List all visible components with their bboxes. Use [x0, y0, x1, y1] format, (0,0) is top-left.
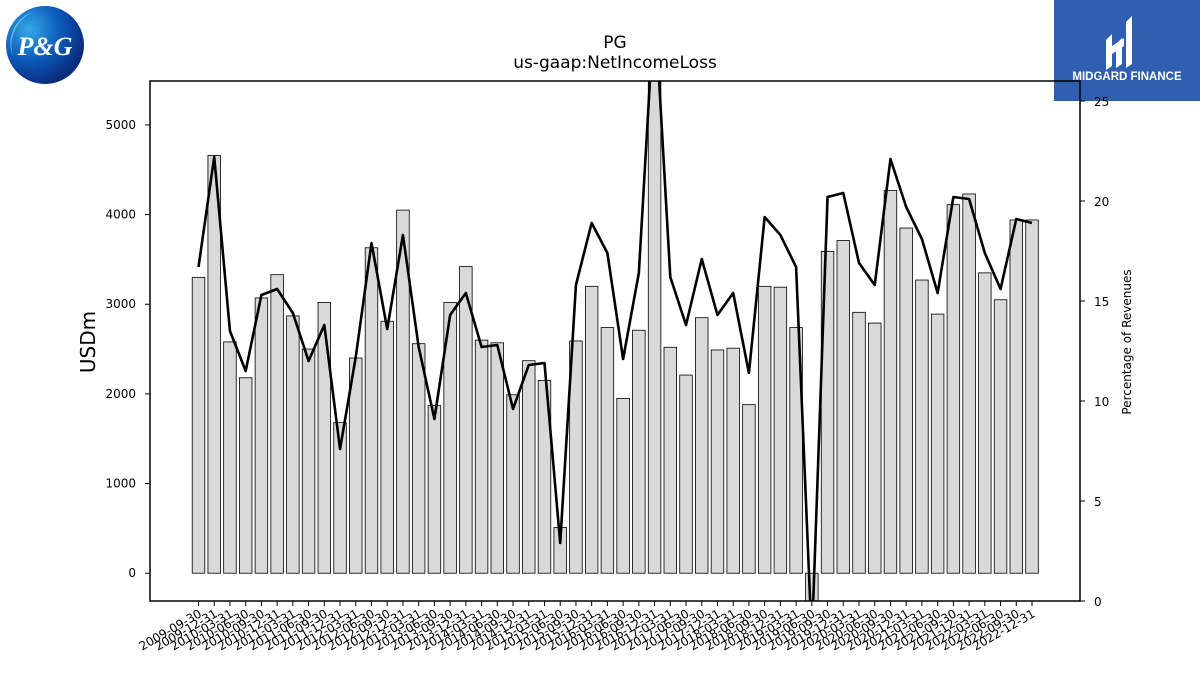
bar-2019-12-31: [836, 240, 850, 574]
bar-2018-09-30: [757, 285, 772, 574]
bar-2017-09-30: [695, 317, 709, 574]
midgard-emblem-icon: [1106, 16, 1132, 70]
bar-2017-03-31: [663, 346, 677, 574]
bar-2012-06-30: [364, 247, 379, 574]
pg-logo: P&G: [5, 5, 85, 85]
bar-2020-03-31: [852, 311, 866, 574]
right-axis: 0 5 10 15 20 25: [1080, 95, 1109, 609]
bars-group: [191, 81, 1039, 601]
bar-2020-06-30: [868, 322, 882, 574]
bar-2009-12-31: [207, 155, 221, 574]
bar-2022-03-31: [978, 272, 992, 574]
bar-2015-12-31: [584, 285, 599, 574]
percentage-line: [197, 81, 1033, 601]
y-tick-label: 1000: [105, 477, 136, 491]
bar-2020-12-31: [899, 227, 913, 574]
bar-2017-06-30: [679, 374, 693, 574]
y2-tick-label: 5: [1094, 495, 1102, 509]
bar-2021-12-31: [962, 193, 976, 574]
bar-2022-12-31: [1025, 219, 1039, 574]
y2-tick-label: 25: [1094, 95, 1109, 109]
bar-2021-03-31: [915, 279, 929, 574]
bar-2012-09-30: [380, 320, 394, 574]
bar-2014-12-31: [522, 360, 536, 574]
bar-2018-06-30: [742, 404, 756, 574]
bar-2022-06-30: [993, 299, 1008, 574]
bar-2010-06-30: [238, 377, 253, 574]
y2-tick-label: 20: [1094, 195, 1109, 209]
bar-2011-06-30: [301, 348, 316, 574]
y-tick-label: 5000: [105, 118, 136, 132]
bar-2015-09-30: [569, 340, 583, 574]
bar-2014-06-30: [490, 342, 504, 574]
x-axis: 2009-09-302009-12-312010-03-312010-06-30…: [137, 601, 1038, 653]
midgard-logo-text: MIDGARD FINANCE: [1072, 71, 1182, 83]
bar-2016-12-31: [647, 81, 662, 574]
midgard-finance-logo: MIDGARD FINANCE: [1054, 0, 1200, 101]
line-group: [197, 81, 1033, 601]
bar-2016-06-30: [616, 397, 630, 574]
bar-2018-03-31: [726, 347, 740, 574]
bar-2013-12-31: [459, 266, 473, 574]
left-axis: 0 1000 2000 3000 4000 5000: [105, 118, 150, 580]
bar-2010-12-31: [270, 274, 284, 574]
bar-2019-03-31: [789, 327, 803, 574]
y-tick-label: 4000: [105, 208, 136, 222]
bar-2016-09-30: [632, 329, 646, 574]
bar-2012-12-31: [396, 209, 410, 574]
bar-2013-03-31: [411, 343, 426, 574]
bar-2019-09-30: [820, 250, 835, 574]
y-tick-label: 3000: [105, 297, 136, 311]
bar-2015-03-31: [537, 380, 552, 574]
bar-2014-09-30: [506, 394, 520, 574]
pg-logo-text: P&G: [17, 32, 73, 61]
bar-2021-06-30: [930, 313, 945, 574]
chart-subtitle: us-gaap:NetIncomeLoss: [513, 53, 717, 73]
chart-title: PG: [603, 33, 626, 53]
bar-2018-12-31: [773, 286, 788, 574]
bar-2021-09-30: [946, 204, 961, 574]
y2-tick-label: 15: [1094, 295, 1109, 309]
bar-2016-03-31: [600, 327, 615, 574]
y2-tick-label: 10: [1094, 395, 1109, 409]
bar-2011-03-31: [286, 315, 300, 574]
bar-2011-12-31: [333, 422, 347, 574]
bar-2010-03-31: [223, 341, 237, 574]
bar-2014-03-31: [474, 339, 489, 574]
bar-2019-06-30: [805, 572, 819, 601]
bar-2013-09-30: [443, 302, 457, 574]
y-tick-label: 2000: [105, 387, 136, 401]
bar-2013-06-30: [427, 405, 442, 574]
bar-2010-09-30: [254, 297, 269, 574]
bar-2022-09-30: [1009, 219, 1023, 574]
bar-2020-09-30: [883, 189, 898, 574]
y2-tick-label: 0: [1094, 595, 1102, 609]
plot-frame: [149, 80, 1081, 602]
y-tick-label: 0: [128, 566, 136, 580]
bar-2011-09-30: [317, 302, 331, 574]
y-axis-label: USDm: [76, 311, 100, 373]
bar-2017-12-31: [710, 349, 725, 574]
bar-2009-09-30: [191, 276, 206, 574]
y2-axis-label: Percentage of Revenues: [1120, 269, 1134, 414]
